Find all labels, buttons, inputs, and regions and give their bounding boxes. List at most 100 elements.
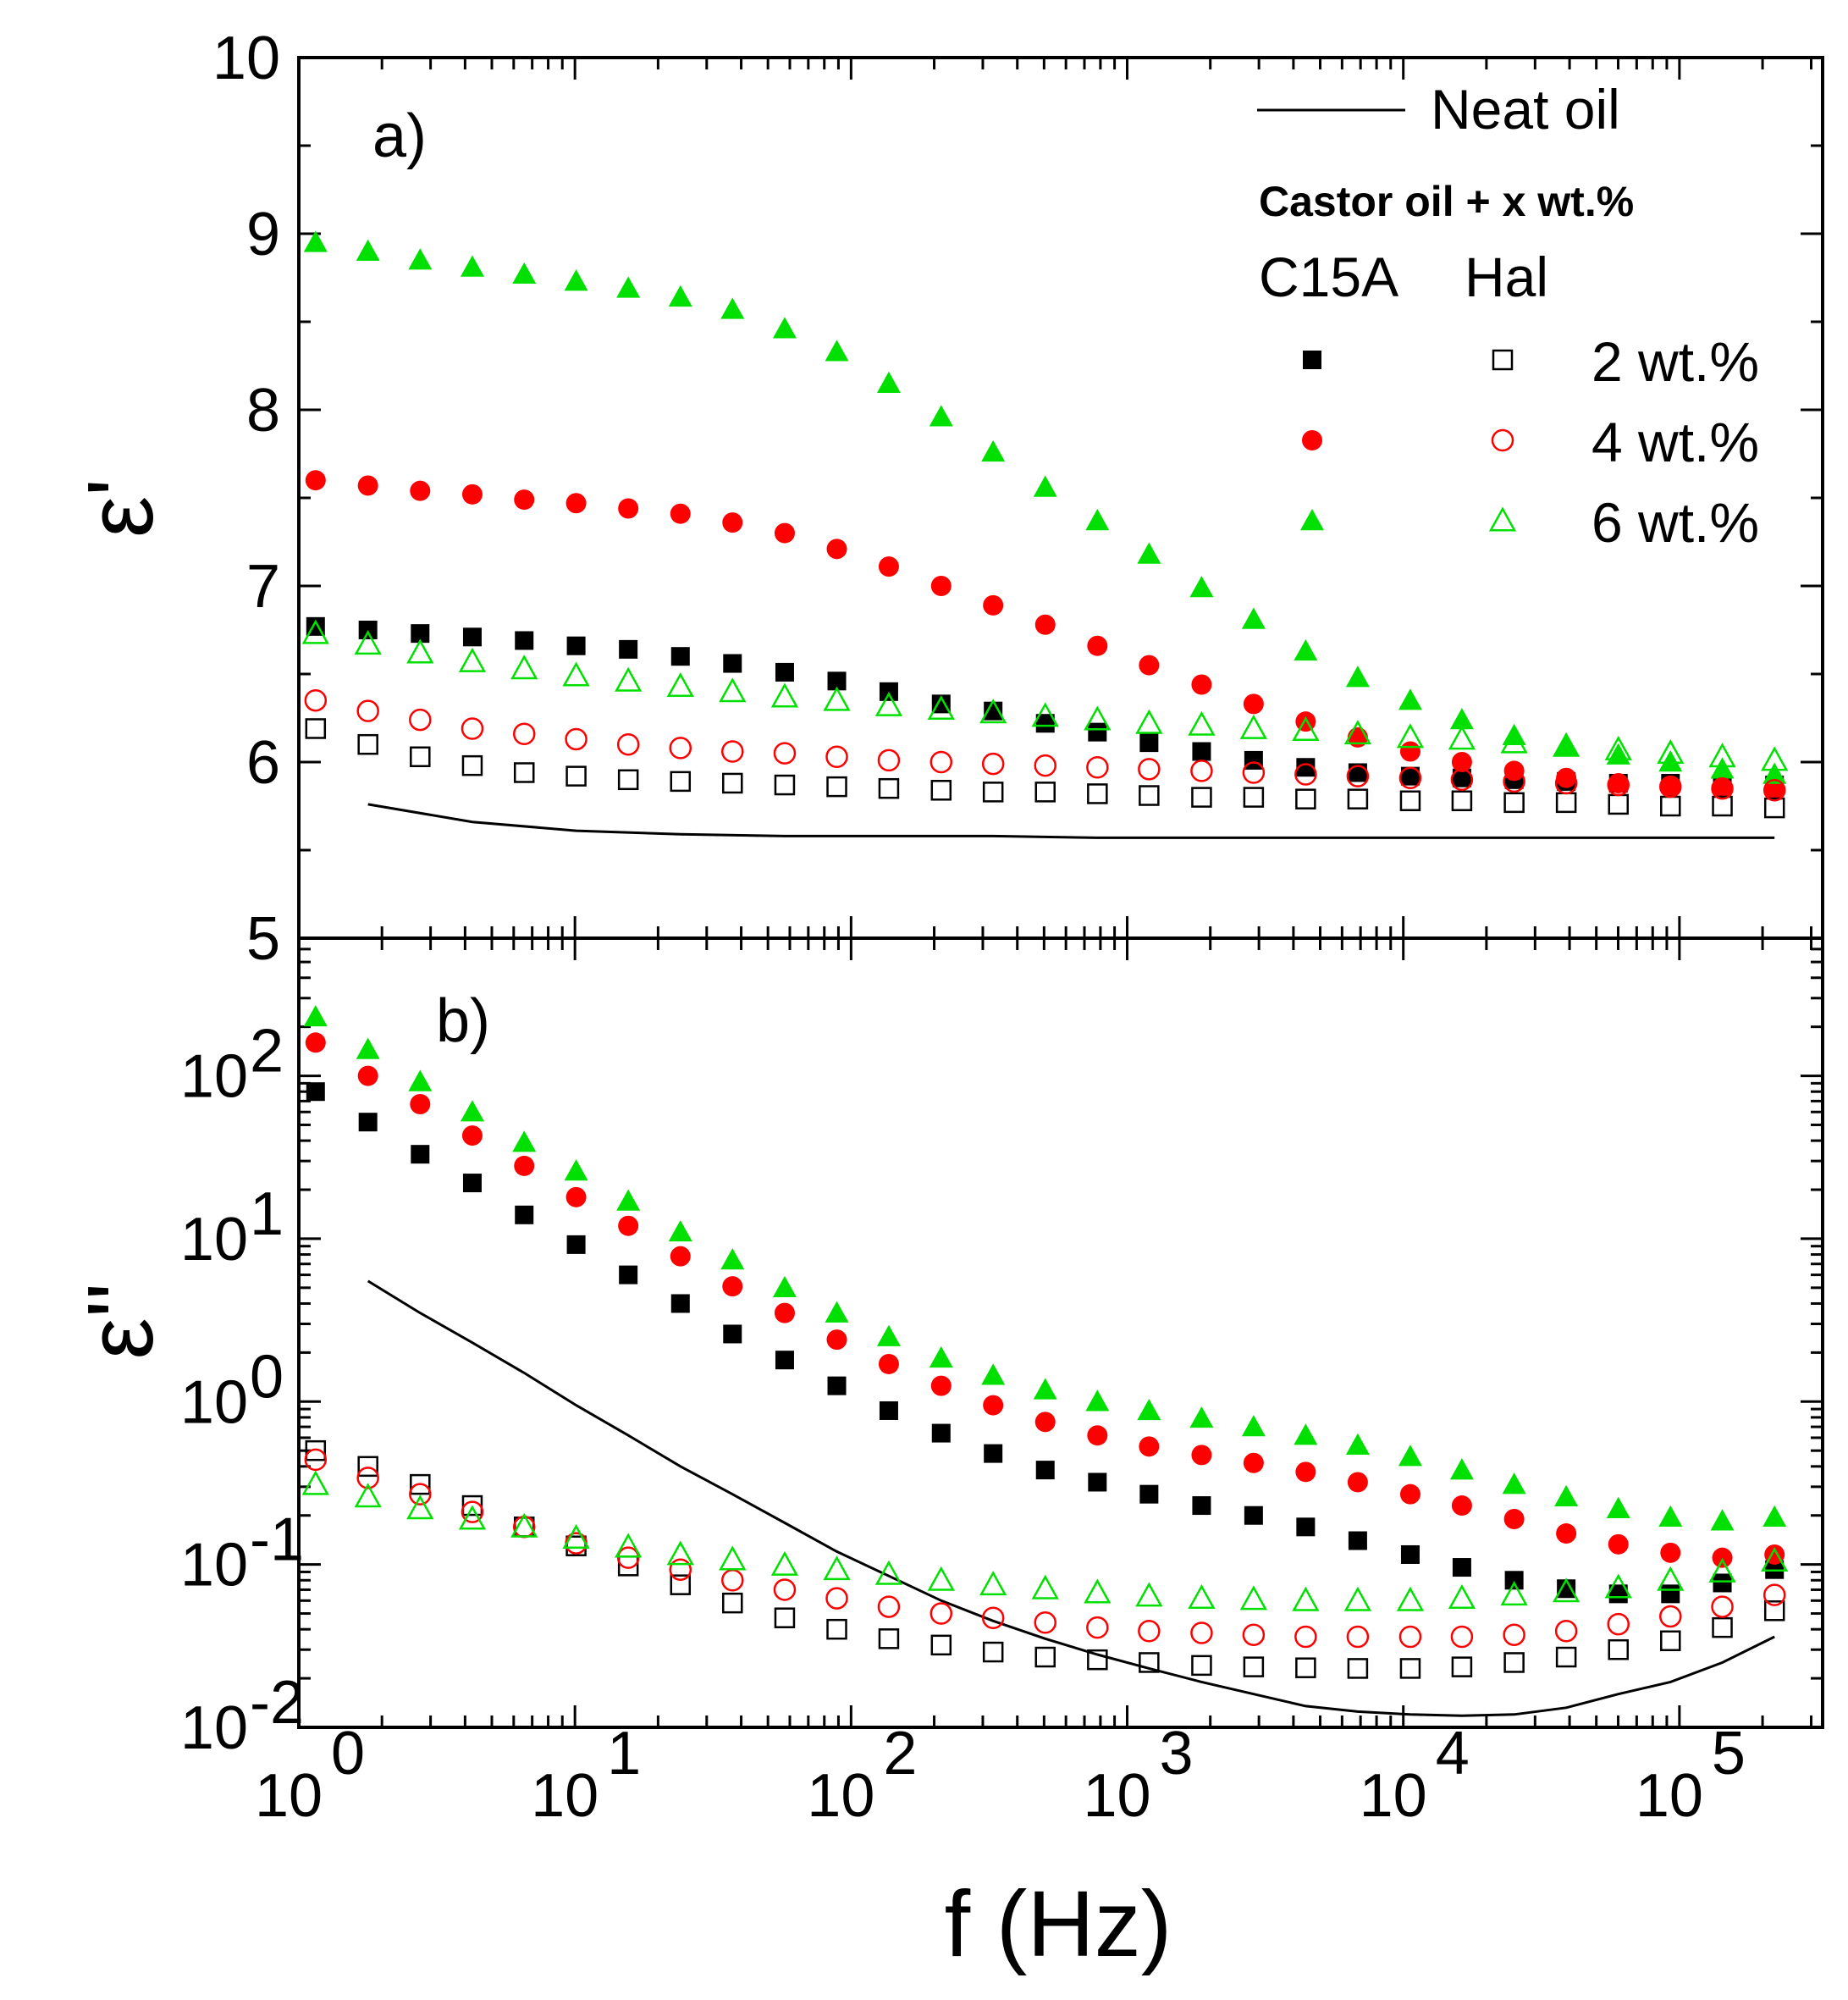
b-point-c15a-6-wt — [1294, 1423, 1318, 1445]
b-point-hal-2-wt — [1034, 1646, 1056, 1668]
b-point-hal-4-wt — [356, 1467, 379, 1489]
b-point-c15a-2-wt — [879, 1401, 898, 1420]
a-point-hal-2-wt — [670, 771, 692, 793]
b-point-c15a-2-wt — [1035, 1461, 1055, 1480]
a-point-c15a-6-wt — [460, 255, 484, 277]
a-point-c15a-4-wt — [461, 483, 483, 505]
a-point-hal-2-wt — [1712, 795, 1733, 817]
b-point-hal-4-wt — [773, 1578, 797, 1601]
b-point-hal-4-wt — [1138, 1620, 1161, 1643]
a-point-hal-2-wt — [878, 777, 900, 799]
panel-b-neat-oil-line — [367, 1279, 1775, 1717]
a-point-hal-4-wt — [512, 722, 536, 745]
x-tick-exponent: 3 — [1160, 1720, 1194, 1787]
b-point-c15a-2-wt — [1192, 1496, 1211, 1516]
a-point-hal-2-wt — [565, 765, 587, 787]
b-point-c15a-6-wt — [825, 1301, 849, 1323]
b-point-c15a-6-wt — [1710, 1509, 1735, 1531]
a-point-hal-4-wt — [981, 752, 1005, 776]
a-point-hal-2-wt — [617, 769, 639, 791]
b-point-hal-6-wt — [1343, 1586, 1372, 1611]
b-point-hal-6-wt — [927, 1566, 955, 1591]
b-point-hal-4-wt — [1607, 1612, 1630, 1636]
b-point-c15a-4-wt — [1347, 1472, 1368, 1493]
b-point-hal-4-wt — [825, 1587, 848, 1610]
x-tick-label: 10 — [1360, 1762, 1427, 1830]
b-point-hal-4-wt — [409, 1483, 432, 1506]
a-point-hal-4-wt — [616, 732, 640, 756]
a-point-hal-4-wt — [669, 737, 692, 760]
b-point-c15a-4-wt — [1243, 1452, 1264, 1473]
a-point-c15a-2-wt — [619, 639, 638, 659]
a-point-hal-2-wt — [1763, 797, 1785, 819]
b-point-hal-4-wt — [1190, 1622, 1213, 1644]
panel-b-frame — [297, 936, 1824, 1729]
x-tick-label: 10 — [807, 1762, 874, 1830]
b-point-c15a-2-wt — [984, 1444, 1003, 1463]
b-point-c15a-2-wt — [1557, 1579, 1576, 1599]
b-point-hal-6-wt — [562, 1524, 590, 1550]
a-point-c15a-6-wt — [1033, 475, 1057, 497]
a-point-hal-6-wt — [1292, 715, 1320, 742]
a-point-c15a-4-wt — [983, 594, 1004, 616]
b-point-hal-4-wt — [1554, 1620, 1578, 1643]
b-point-c15a-4-wt — [1295, 1461, 1316, 1483]
a-point-c15a-2-wt — [1192, 742, 1211, 761]
a-point-hal-6-wt — [510, 655, 538, 680]
a-point-c15a-4-wt — [1660, 776, 1681, 798]
b-point-c15a-2-wt — [723, 1324, 742, 1344]
a-point-c15a-6-wt — [772, 317, 797, 339]
b-point-c15a-2-wt — [411, 1145, 430, 1164]
b-point-c15a-2-wt — [462, 1174, 482, 1193]
b-point-hal-2-wt — [1347, 1658, 1369, 1679]
b-point-c15a-4-wt — [1608, 1533, 1629, 1555]
a-point-c15a-6-wt — [825, 340, 849, 362]
b-point-hal-4-wt — [1450, 1625, 1474, 1649]
b-point-c15a-2-wt — [827, 1376, 847, 1395]
b-point-c15a-6-wt — [1606, 1496, 1630, 1518]
a-point-hal-6-wt — [1239, 714, 1267, 739]
y-tick-label-a: 8 — [246, 377, 280, 445]
b-point-hal-2-wt — [1712, 1616, 1733, 1638]
b-point-c15a-6-wt — [356, 1037, 380, 1059]
a-point-hal-6-wt — [1343, 720, 1372, 745]
a-point-hal-2-wt — [305, 718, 327, 739]
a-point-c15a-6-wt — [876, 371, 901, 393]
b-point-c15a-4-wt — [1660, 1542, 1681, 1563]
a-point-hal-2-wt — [1347, 788, 1369, 809]
b-point-c15a-4-wt — [1191, 1445, 1212, 1466]
b-point-hal-4-wt — [1034, 1610, 1056, 1634]
legend: Neat oil Castor oil + x wt.% C15A Hal 2 … — [1257, 78, 1759, 554]
b-point-c15a-2-wt — [1452, 1558, 1471, 1577]
legend-marker-hal-3 — [1488, 506, 1517, 532]
a-point-hal-4-wt — [773, 742, 797, 765]
a-point-hal-4-wt — [1607, 773, 1630, 797]
y-tick-label-a: 6 — [246, 729, 280, 797]
x-tick-exponent: 2 — [883, 1720, 917, 1787]
x-tick-label: 10 — [1636, 1762, 1703, 1830]
b-point-c15a-2-wt — [358, 1113, 378, 1132]
a-point-hal-2-wt — [774, 774, 796, 796]
legend-heading: Castor oil + x wt.% — [1259, 178, 1634, 225]
a-point-hal-4-wt — [409, 708, 432, 732]
a-point-c15a-4-wt — [1295, 711, 1316, 732]
a-point-hal-4-wt — [461, 717, 484, 740]
a-point-hal-4-wt — [930, 750, 953, 774]
a-point-hal-6-wt — [719, 677, 747, 703]
b-point-hal-6-wt — [1031, 1574, 1059, 1599]
a-point-hal-6-wt — [562, 661, 590, 687]
b-point-hal-6-wt — [1500, 1581, 1528, 1606]
b-point-hal-4-wt — [616, 1546, 640, 1569]
b-point-c15a-6-wt — [668, 1219, 692, 1242]
a-point-c15a-2-wt — [566, 636, 586, 655]
a-point-hal-6-wt — [458, 647, 487, 672]
a-point-c15a-2-wt — [1035, 714, 1055, 733]
y-tick-label-b: 10 — [180, 1694, 248, 1762]
a-point-hal-2-wt — [1087, 783, 1108, 804]
legend-row-2: 2 wt.% — [1591, 330, 1759, 393]
legend-col-hal: Hal — [1465, 246, 1548, 308]
b-point-c15a-2-wt — [1296, 1517, 1316, 1537]
